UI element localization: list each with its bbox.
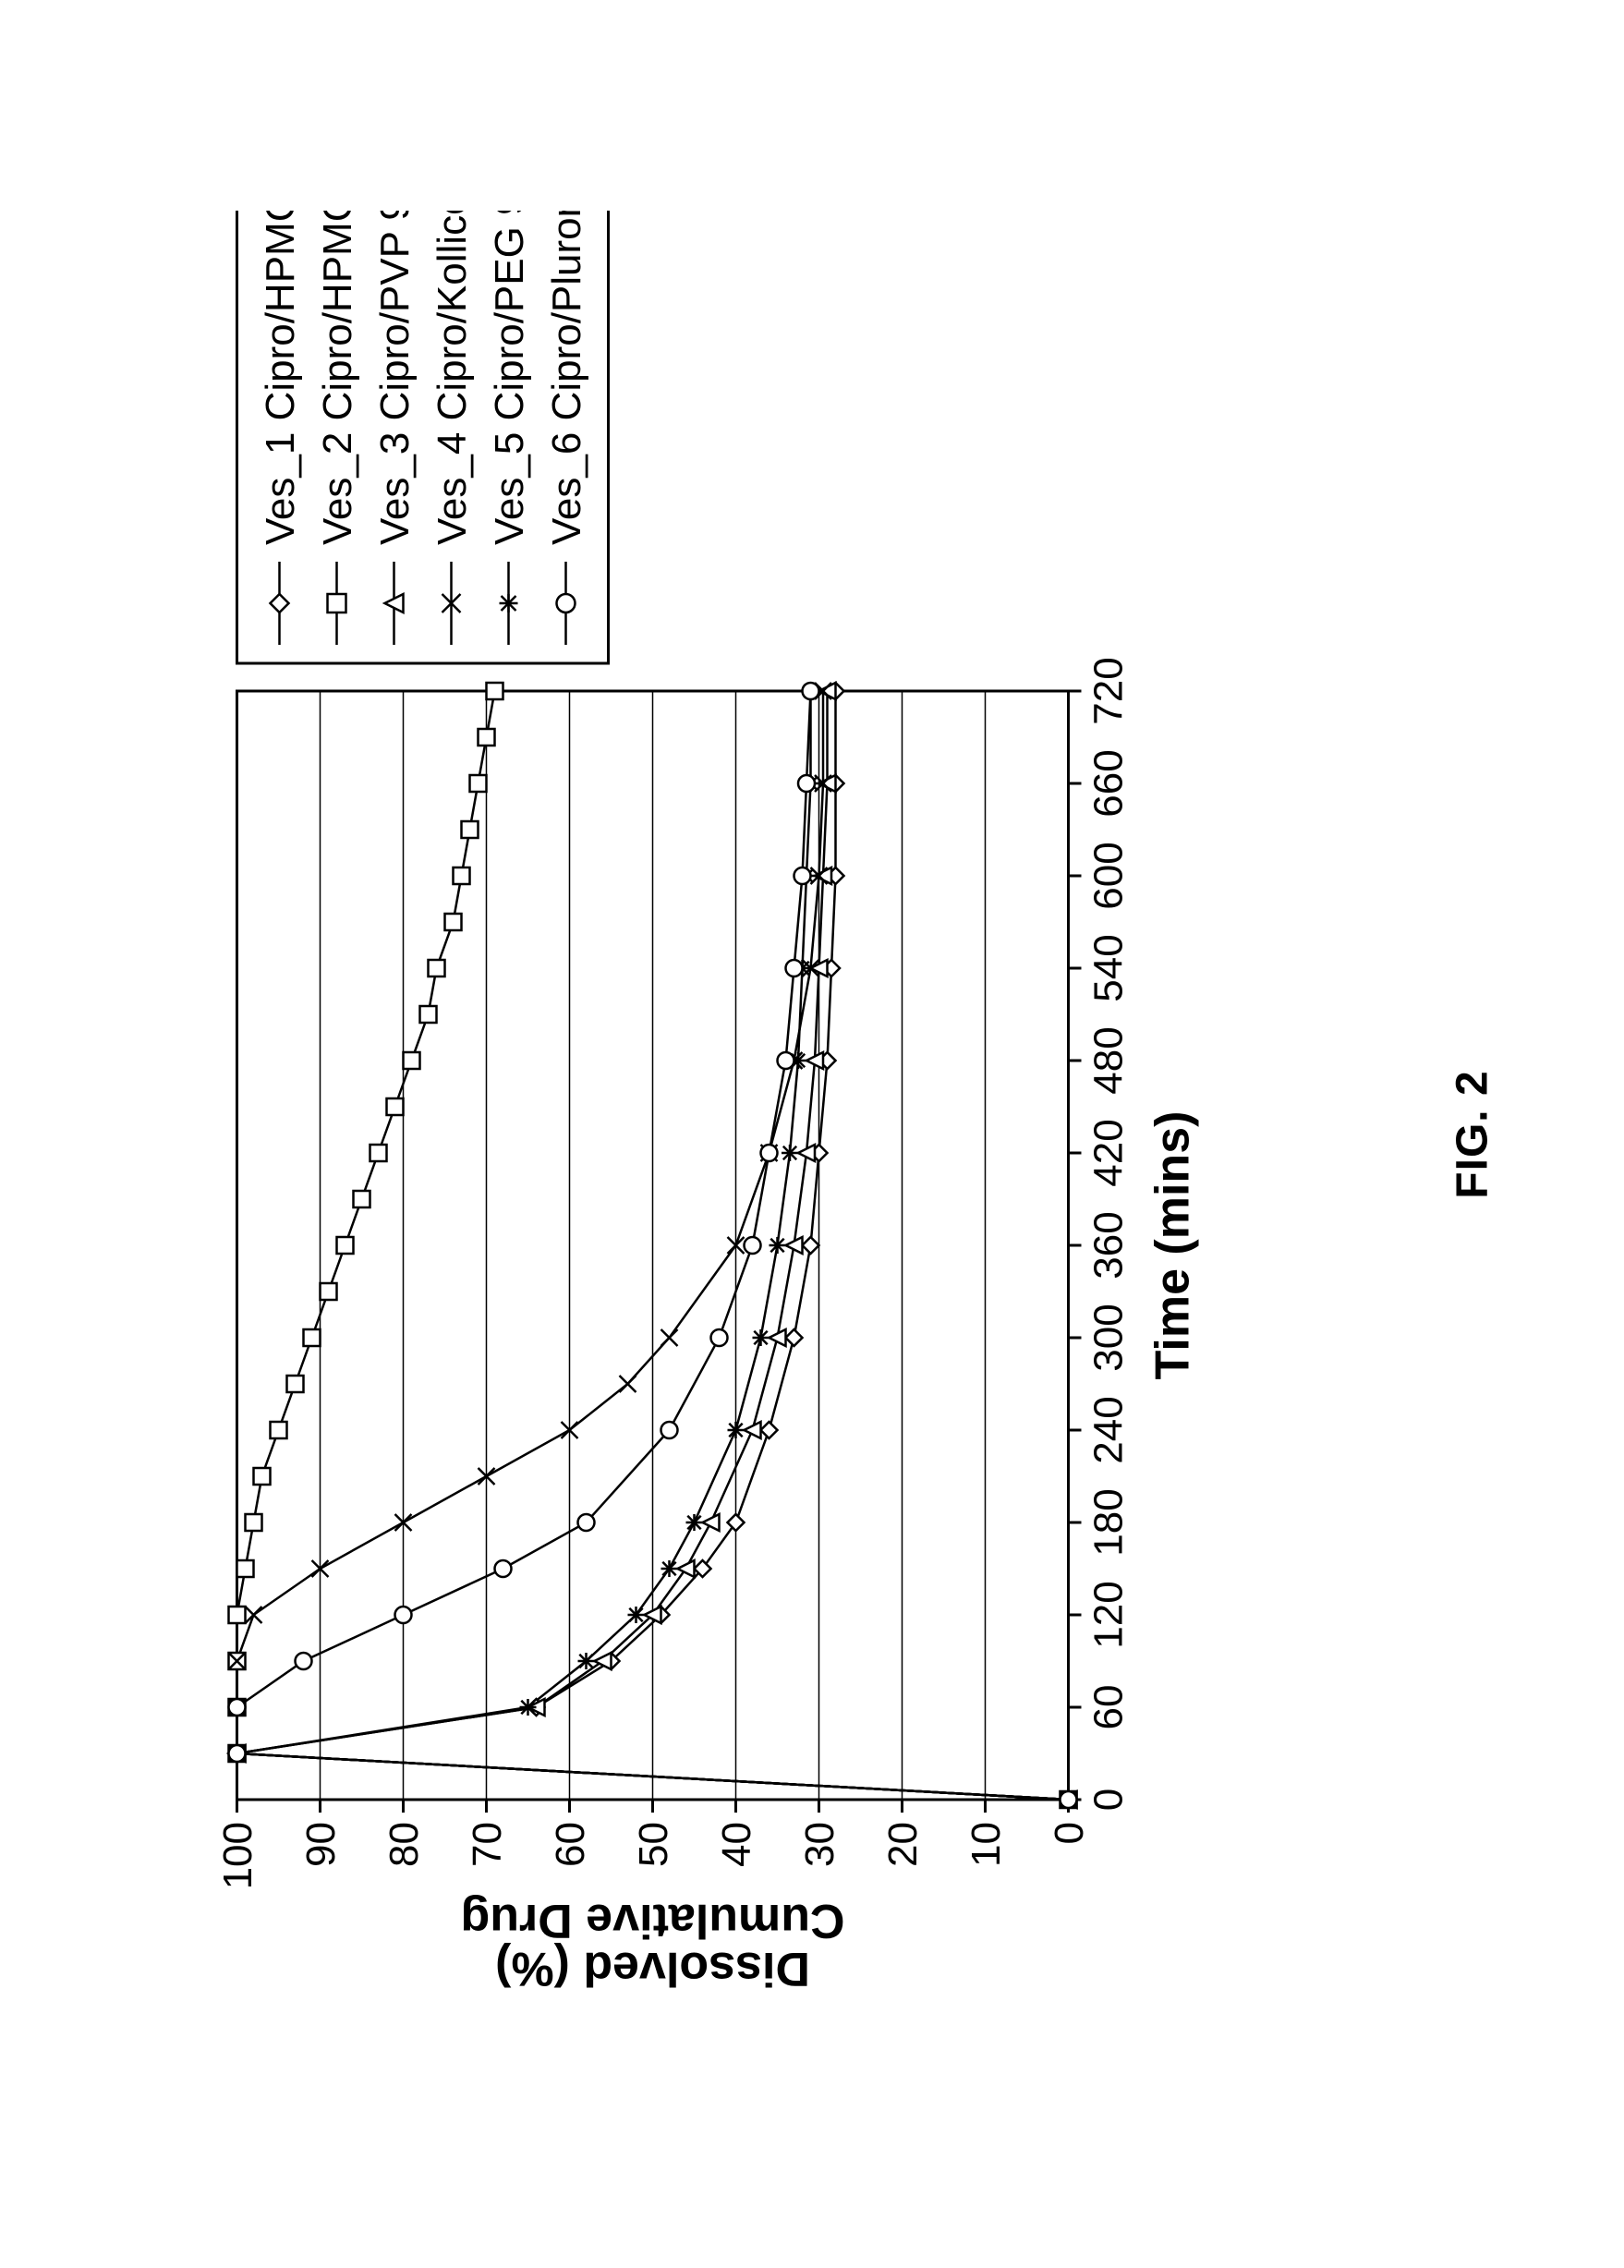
svg-text:20: 20 — [880, 1822, 926, 1867]
svg-text:Ves_5 Cipro/PEG 92.5/7.5: Ves_5 Cipro/PEG 92.5/7.5 — [487, 211, 532, 545]
svg-text:600: 600 — [1086, 842, 1132, 909]
svg-text:Ves_2 Cipro/HPMC 92.5/7.5: Ves_2 Cipro/HPMC 92.5/7.5 — [315, 211, 360, 545]
svg-text:Ves_3 Cipro/PVP 92.5/7.5: Ves_3 Cipro/PVP 92.5/7.5 — [372, 211, 418, 545]
svg-text:60: 60 — [1086, 1684, 1132, 1729]
svg-text:720: 720 — [1086, 657, 1132, 724]
svg-text:540: 540 — [1086, 934, 1132, 1001]
svg-text:Ves_1 Cipro/HPMC 100/0: Ves_1 Cipro/HPMC 100/0 — [258, 211, 303, 545]
svg-text:50: 50 — [631, 1822, 676, 1867]
figure-caption: FIG. 2 — [1448, 211, 1498, 2058]
dissolution-chart: 0 60 120 180 240 300 360 420 480 540 600 660 720 0 10 2… — [127, 211, 1420, 2058]
svg-text:240: 240 — [1086, 1396, 1132, 1463]
svg-text:0: 0 — [1047, 1822, 1092, 1844]
svg-text:70: 70 — [465, 1822, 510, 1867]
svg-text:60: 60 — [548, 1822, 593, 1867]
svg-text:90: 90 — [298, 1822, 344, 1867]
svg-text:Time (mins): Time (mins) — [1146, 1110, 1200, 1379]
svg-text:420: 420 — [1086, 1119, 1132, 1186]
svg-text:Cumulative Drug: Cumulative Drug — [460, 1894, 844, 1947]
svg-text:30: 30 — [797, 1822, 842, 1867]
svg-text:40: 40 — [714, 1822, 759, 1867]
page: 0 60 120 180 240 300 360 420 480 540 600 660 720 0 10 2… — [0, 0, 1624, 2268]
svg-text:180: 180 — [1086, 1488, 1132, 1556]
svg-text:360: 360 — [1086, 1211, 1132, 1279]
svg-text:Ves_6 Cipro/Pluronic 92.5/7.5: Ves_6 Cipro/Pluronic 92.5/7.5 — [544, 211, 589, 545]
svg-text:660: 660 — [1086, 749, 1132, 817]
svg-text:80: 80 — [382, 1822, 427, 1867]
svg-text:300: 300 — [1086, 1304, 1132, 1371]
svg-text:480: 480 — [1086, 1026, 1132, 1094]
svg-text:0: 0 — [1086, 1788, 1132, 1810]
svg-text:120: 120 — [1086, 1581, 1132, 1648]
chart-container: 0 60 120 180 240 300 360 420 480 540 600 660 720 0 10 2… — [127, 211, 1498, 2058]
svg-text:100: 100 — [215, 1822, 261, 1889]
svg-text:10: 10 — [963, 1822, 1009, 1867]
svg-text:Ves_4 Cipro/Kollicoat 92.5/7.5: Ves_4 Cipro/Kollicoat 92.5/7.5 — [430, 211, 475, 545]
svg-text:Dissolved (%): Dissolved (%) — [495, 1942, 810, 1995]
